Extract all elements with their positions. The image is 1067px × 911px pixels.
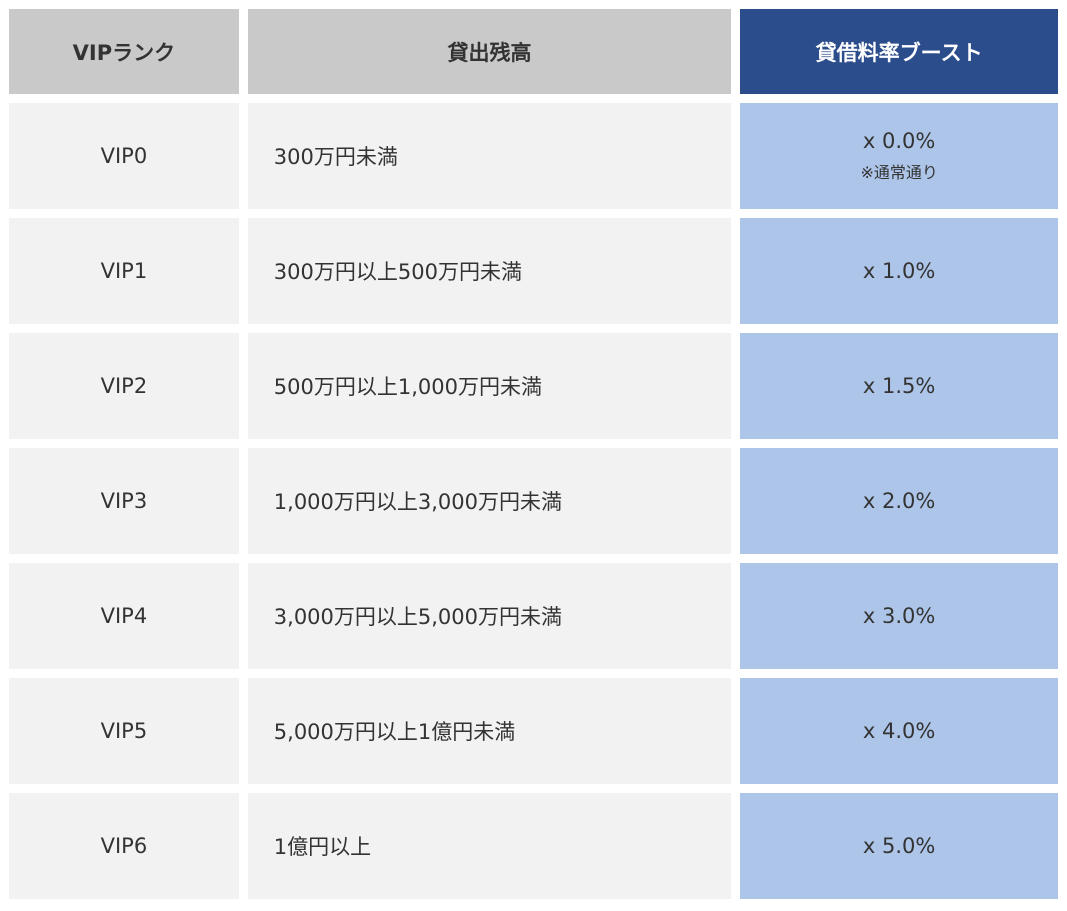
vip-rank-cell: VIP4 — [9, 563, 239, 669]
header-loan-balance: 貸出残高 — [247, 9, 732, 94]
balance-cell: 300万円未満 — [247, 103, 732, 209]
boost-cell: x 1.5% — [740, 333, 1058, 439]
table-row: VIP1 300万円以上500万円未満 x 1.0% — [9, 218, 1058, 324]
vip-rank-cell: VIP3 — [9, 448, 239, 554]
table-header-row: VIPランク 貸出残高 貸借料率ブースト — [9, 9, 1058, 94]
balance-cell: 500万円以上1,000万円未満 — [247, 333, 732, 439]
boost-value: x 2.0% — [862, 489, 936, 513]
header-rate-boost: 貸借料率ブースト — [740, 9, 1058, 94]
balance-cell: 1,000万円以上3,000万円未満 — [247, 448, 732, 554]
boost-note: ※通常通り — [860, 163, 938, 182]
vip-rank-cell: VIP1 — [9, 218, 239, 324]
boost-value: x 1.0% — [862, 259, 936, 283]
boost-value: x 0.0% — [862, 129, 936, 153]
balance-cell: 300万円以上500万円未満 — [247, 218, 732, 324]
boost-cell: x 4.0% — [740, 678, 1058, 784]
boost-value: x 5.0% — [862, 834, 936, 858]
table-row: VIP5 5,000万円以上1億円未満 x 4.0% — [9, 678, 1058, 784]
balance-cell: 1億円以上 — [247, 793, 732, 899]
vip-rank-cell: VIP0 — [9, 103, 239, 209]
boost-cell: x 5.0% — [740, 793, 1058, 899]
boost-value: x 1.5% — [862, 374, 936, 398]
vip-rank-cell: VIP2 — [9, 333, 239, 439]
table-row: VIP4 3,000万円以上5,000万円未満 x 3.0% — [9, 563, 1058, 669]
balance-cell: 5,000万円以上1億円未満 — [247, 678, 732, 784]
vip-rank-cell: VIP5 — [9, 678, 239, 784]
boost-cell: x 1.0% — [740, 218, 1058, 324]
table-row: VIP6 1億円以上 x 5.0% — [9, 793, 1058, 899]
table-row: VIP0 300万円未満 x 0.0% ※通常通り — [9, 103, 1058, 209]
boost-value: x 3.0% — [862, 604, 936, 628]
header-vip-rank: VIPランク — [9, 9, 239, 94]
balance-cell: 3,000万円以上5,000万円未満 — [247, 563, 732, 669]
boost-cell: x 0.0% ※通常通り — [740, 103, 1058, 209]
table-row: VIP2 500万円以上1,000万円未満 x 1.5% — [9, 333, 1058, 439]
vip-rank-cell: VIP6 — [9, 793, 239, 899]
boost-cell: x 3.0% — [740, 563, 1058, 669]
table-row: VIP3 1,000万円以上3,000万円未満 x 2.0% — [9, 448, 1058, 554]
boost-value: x 4.0% — [862, 719, 936, 743]
boost-cell: x 2.0% — [740, 448, 1058, 554]
